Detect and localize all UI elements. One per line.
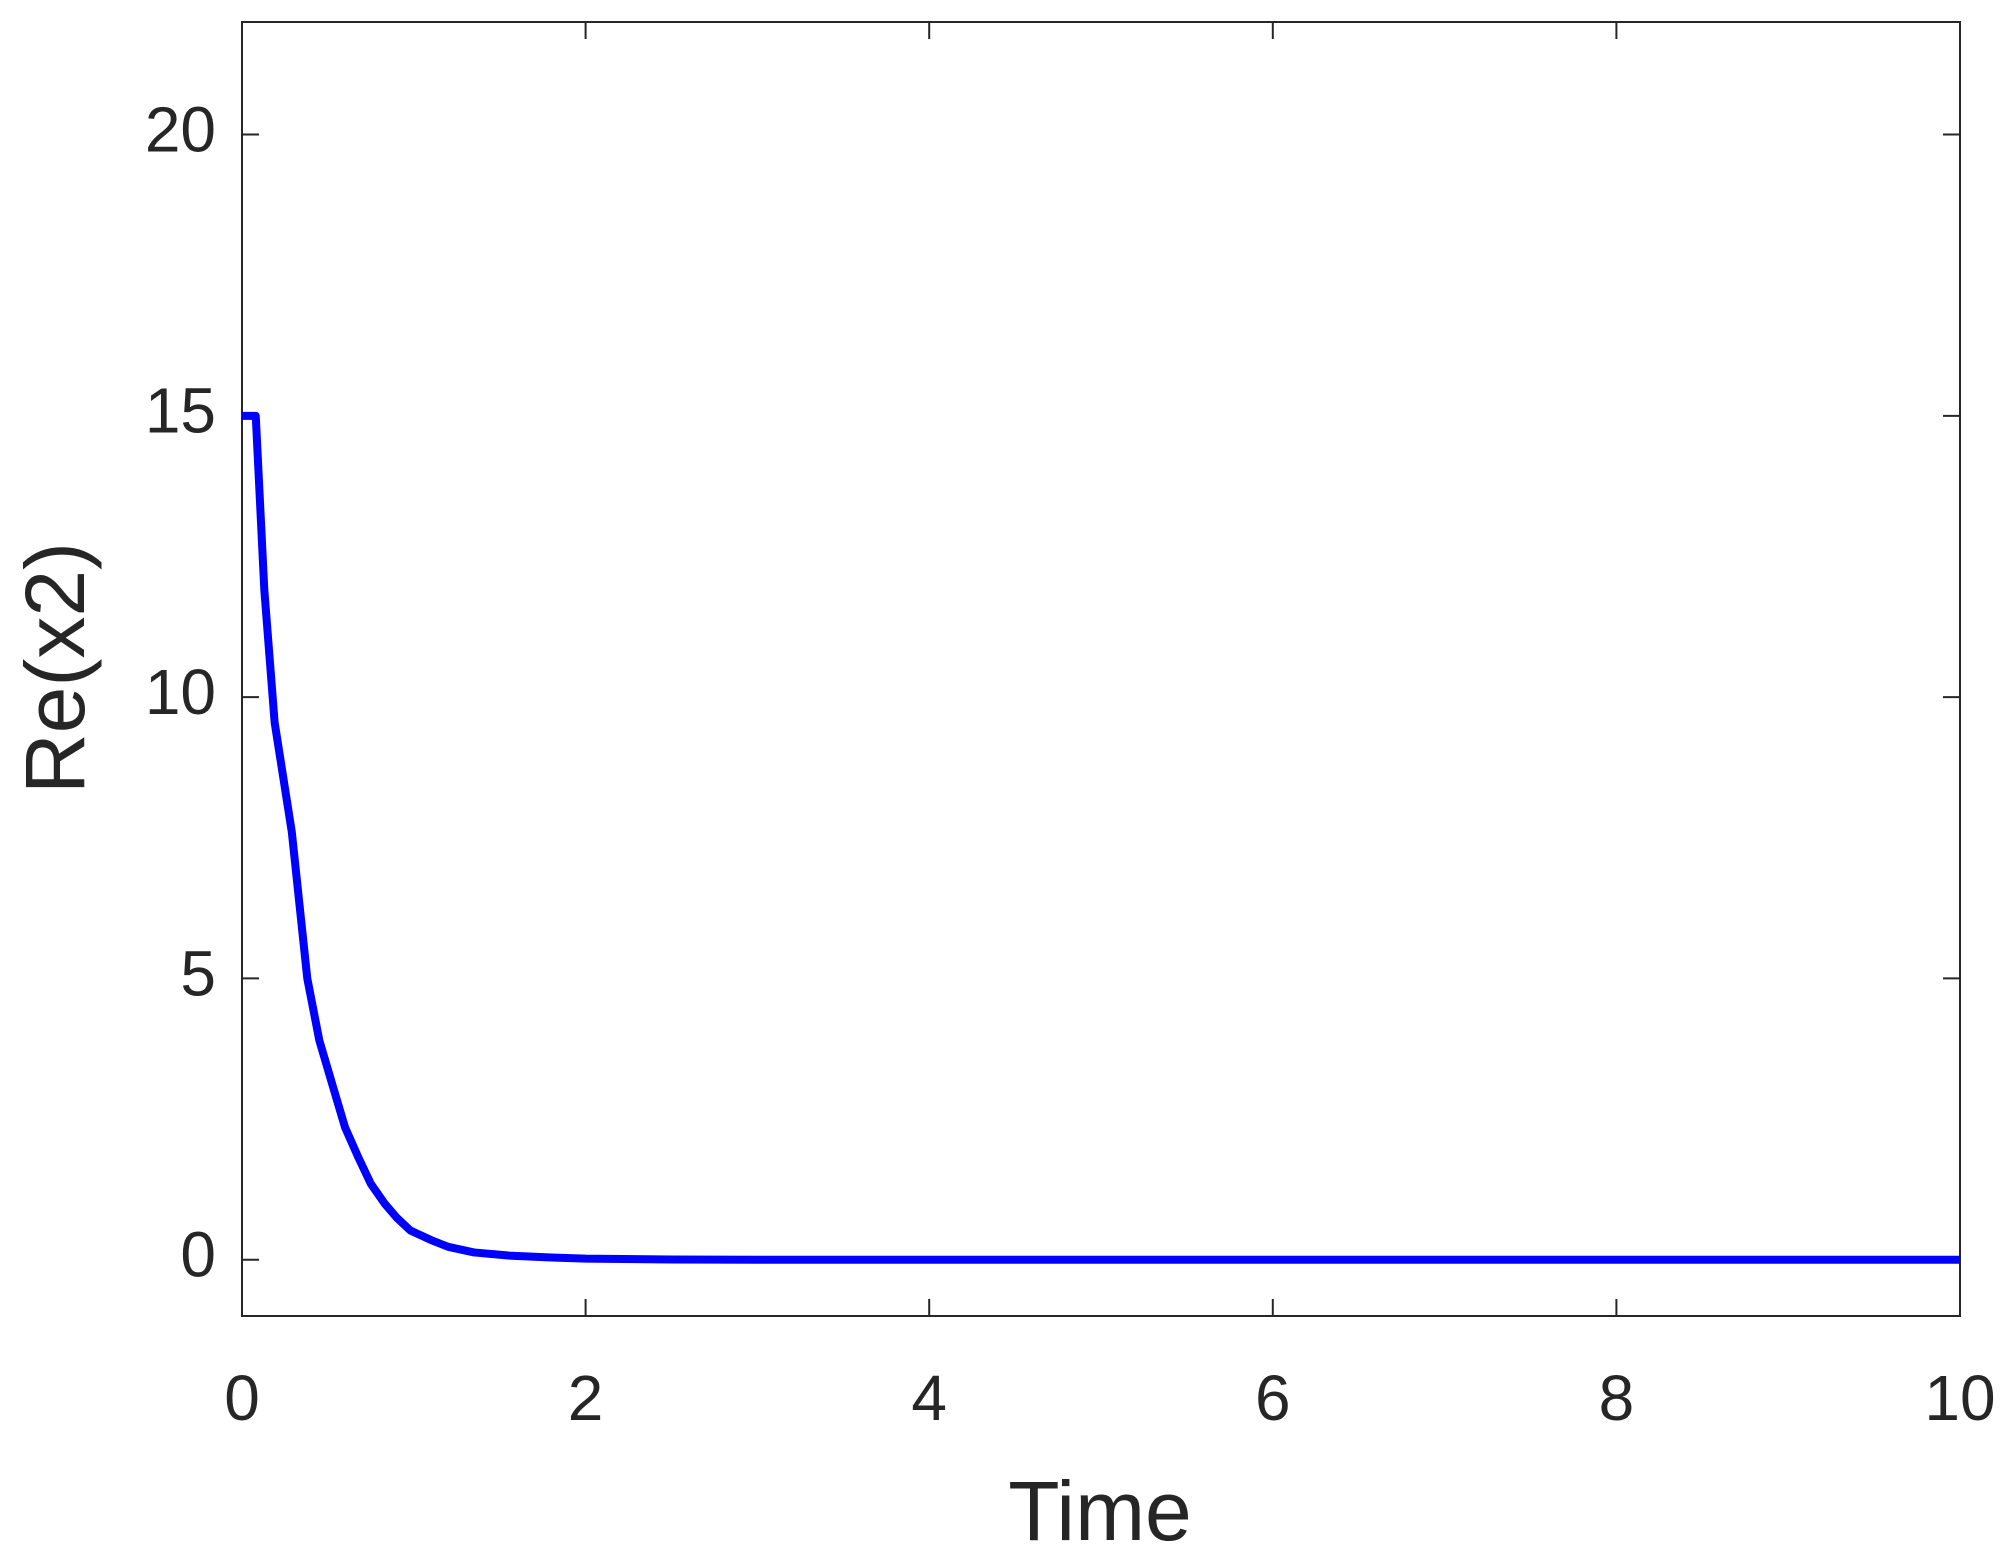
x-tick-label: 10	[1924, 1362, 1995, 1434]
y-tick-label: 5	[180, 937, 216, 1009]
x-axis-label: Time	[1008, 1464, 1192, 1558]
x-tick-label: 8	[1599, 1362, 1635, 1434]
x-tick-label: 2	[568, 1362, 604, 1434]
data-line	[242, 411, 1960, 1264]
y-tick-label: 20	[145, 93, 216, 165]
plot-area	[241, 21, 1961, 1317]
x-tick-label: 4	[911, 1362, 947, 1434]
y-tick-label: 15	[145, 375, 216, 447]
x-tick-label: 0	[224, 1362, 260, 1434]
y-tick-label: 10	[145, 656, 216, 728]
y-axis-label: Re(x2)	[8, 542, 102, 794]
y-tick-label: 0	[180, 1219, 216, 1291]
x-tick-label: 6	[1255, 1362, 1291, 1434]
